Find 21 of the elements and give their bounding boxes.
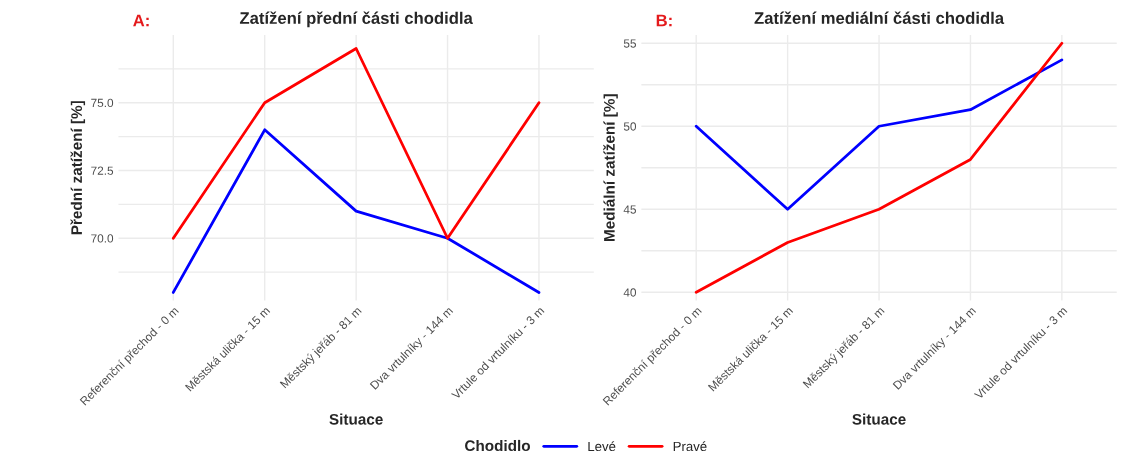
line-series [694, 58, 1064, 211]
legend-label: Pravé [673, 441, 707, 452]
x-axis-title: Situace [852, 413, 906, 425]
line-series [694, 41, 1064, 294]
y-tick-label: 72.5 [91, 166, 114, 175]
legend-title: Chodidlo [465, 439, 530, 452]
y-tick-label: 70.0 [91, 234, 114, 243]
y-tick-label: 75.0 [91, 98, 114, 108]
y-tick-label: 40 [623, 288, 637, 297]
chart-title: Zatížení přední části chodidla [239, 11, 473, 28]
y-tick-label: 50 [623, 122, 637, 131]
x-axis-title: Situace [329, 413, 383, 425]
y-axis-title: Přední zatížení [%] [70, 101, 86, 235]
y-tick-label: 55 [623, 39, 636, 48]
chart-title: Zatížení mediální části chodidla [754, 11, 1005, 24]
text: A: [133, 14, 149, 27]
text: B: [656, 14, 672, 27]
legend-label: Levé [588, 441, 616, 452]
y-axis-title: Mediální zatížení [%] [603, 94, 618, 242]
line-series [171, 128, 541, 294]
y-tick-label: 45 [623, 205, 636, 214]
